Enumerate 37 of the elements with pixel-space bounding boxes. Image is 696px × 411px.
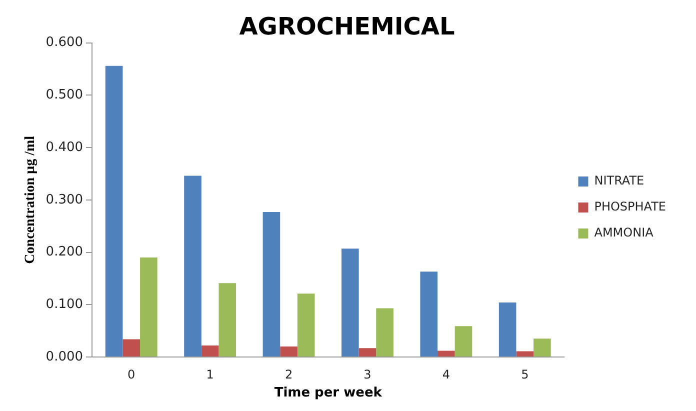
- y-tick-label: 0.200: [46, 244, 84, 260]
- y-tick-label: 0.600: [46, 35, 84, 50]
- bar: [438, 350, 455, 356]
- bar: [376, 308, 394, 356]
- x-tick-label: 0: [128, 367, 136, 382]
- chart-title: AGROCHEMICAL: [239, 12, 455, 41]
- bar: [297, 294, 315, 356]
- bar: [262, 212, 280, 356]
- bar: [280, 346, 298, 356]
- bar: [420, 272, 438, 356]
- y-tick-label: 0.000: [46, 349, 84, 364]
- y-tick-label: 0.400: [46, 140, 84, 155]
- x-tick-label: 5: [521, 367, 529, 382]
- x-tick-label: 4: [442, 367, 450, 382]
- x-tick-label: 3: [364, 367, 372, 382]
- legend-label: NITRATE: [594, 174, 644, 188]
- bar: [105, 66, 123, 356]
- bar: [184, 176, 202, 356]
- legend-label: PHOSPHATE: [594, 200, 666, 214]
- y-tick-label: 0.300: [46, 192, 84, 208]
- bar: [534, 338, 551, 356]
- bar: [454, 326, 472, 356]
- bar: [516, 351, 534, 356]
- y-tick-label: 0.500: [46, 88, 84, 103]
- y-tick-label: 0.100: [46, 297, 84, 312]
- bar: [122, 339, 140, 356]
- bar: [218, 283, 236, 356]
- bar: [342, 248, 359, 356]
- bar: [140, 258, 158, 356]
- bar: [498, 302, 516, 356]
- legend-label: AMMONIA: [594, 226, 654, 240]
- y-axis-title: Concentration µg /ml: [23, 136, 38, 264]
- bar: [201, 345, 219, 356]
- bar: [358, 348, 376, 356]
- x-tick-label: 1: [206, 367, 214, 382]
- x-tick-label: 2: [284, 367, 293, 382]
- x-axis-title: Time per week: [274, 386, 382, 401]
